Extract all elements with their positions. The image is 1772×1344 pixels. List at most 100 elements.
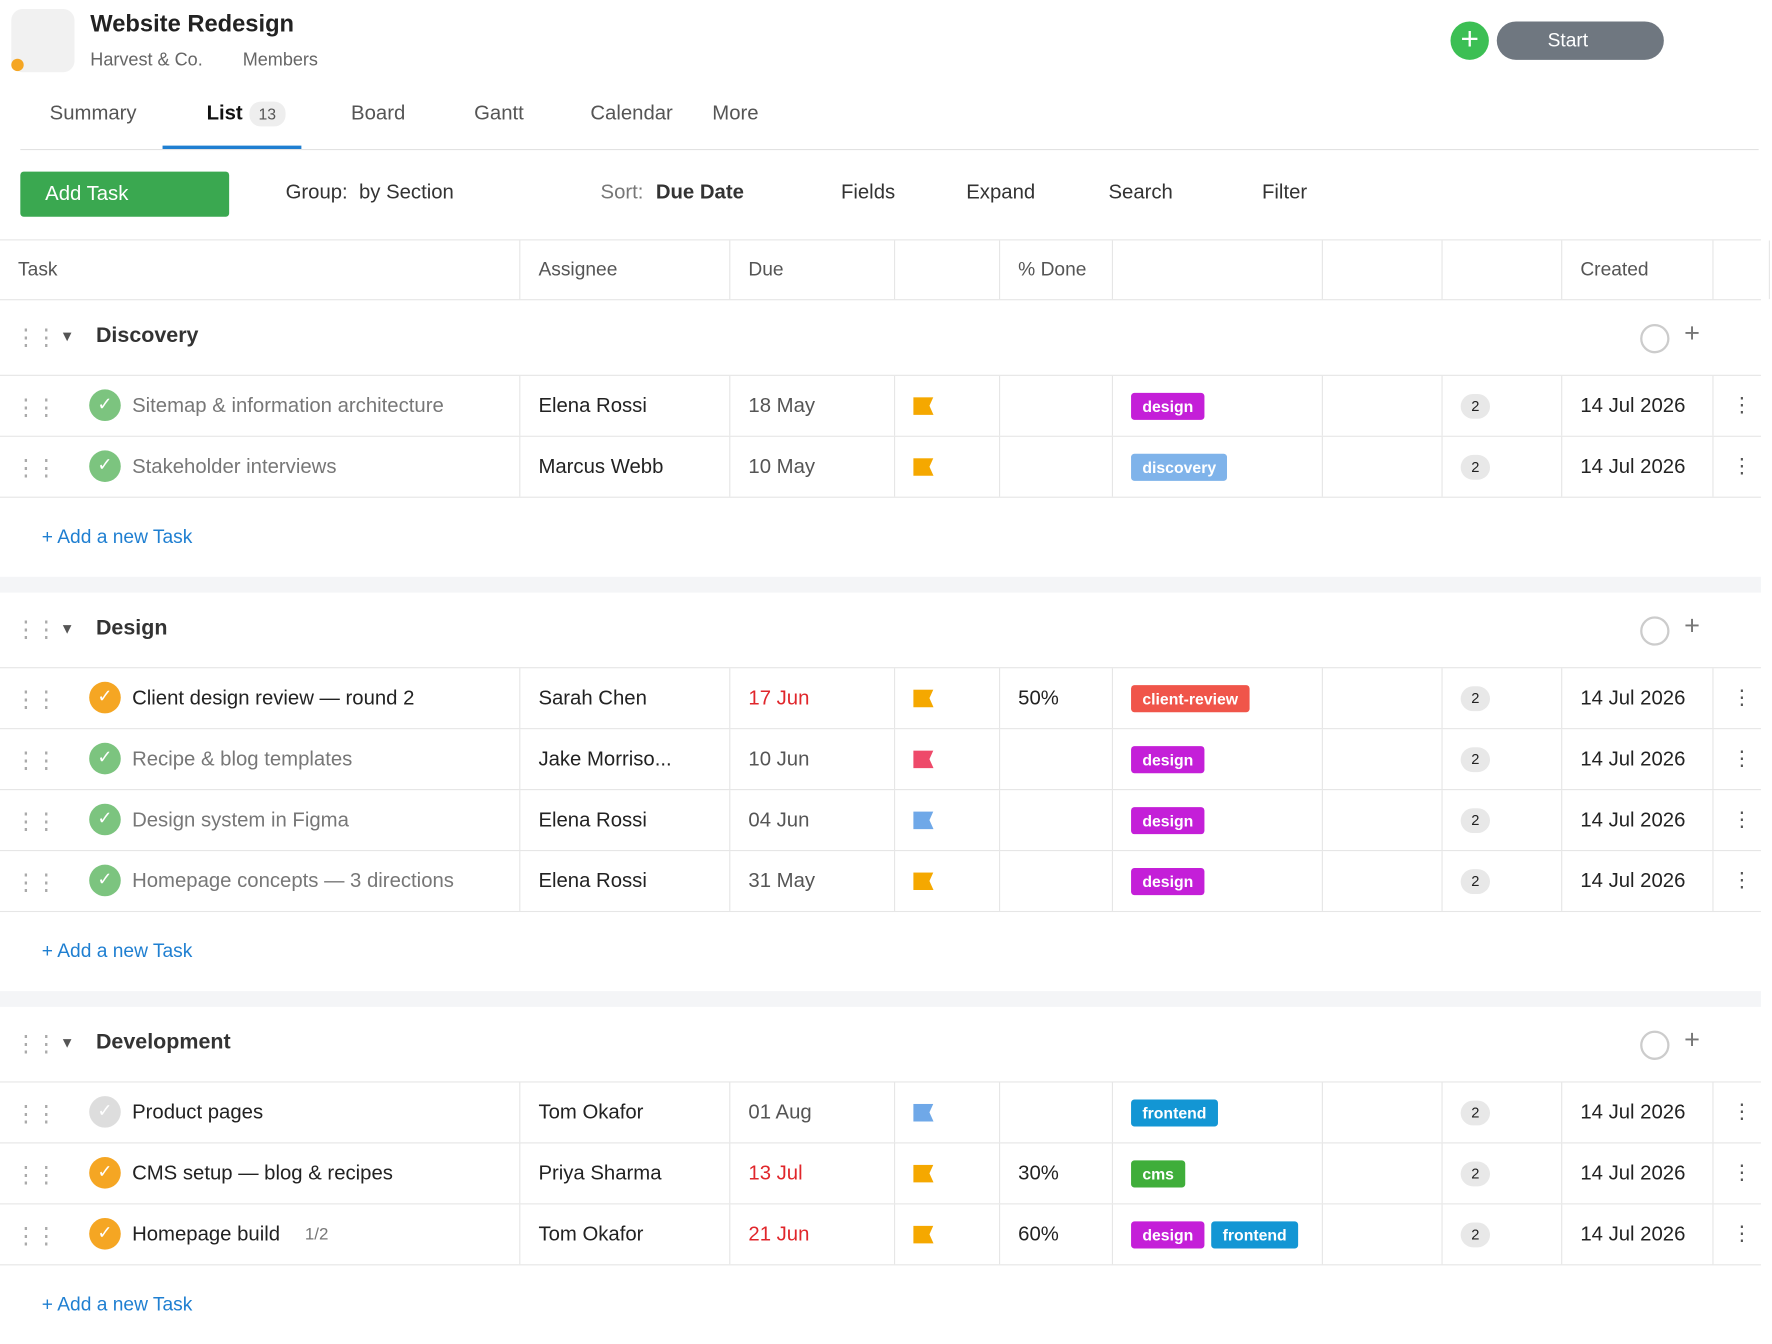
status-check[interactable]: ✓ (89, 1217, 121, 1250)
priority-flag (913, 871, 934, 891)
drag-handle: ⋮⋮ (14, 687, 58, 713)
tag: frontend (1131, 1098, 1218, 1126)
status-check[interactable]: ✓ (89, 742, 121, 775)
tags: design (1113, 790, 1323, 850)
task-name[interactable]: Stakeholder interviews (132, 454, 337, 478)
status-check[interactable]: ✓ (89, 803, 121, 836)
status-check[interactable]: ✓ (89, 1096, 121, 1128)
percent-done: 60% (1000, 1204, 1113, 1265)
assignee: Elena Rossi (520, 790, 731, 850)
section-add[interactable]: + (1684, 1024, 1700, 1056)
task-name[interactable]: Sitemap & information architecture (132, 393, 444, 417)
tags: client-review (1113, 668, 1323, 729)
collapse-toggle[interactable]: ▼ (59, 327, 75, 345)
section-status (1640, 616, 1670, 646)
tab[interactable]: Board (351, 101, 406, 125)
row-menu[interactable]: ⋮ (1731, 869, 1752, 892)
task-name[interactable]: CMS setup — blog & recipes (132, 1161, 393, 1185)
column-header (1113, 240, 1323, 300)
created: 14 Jul 2026 (1562, 375, 1714, 436)
priority-flag (913, 811, 934, 830)
task-name[interactable]: Design system in Figma (132, 808, 349, 831)
status-check[interactable]: ✓ (89, 864, 121, 897)
assignee: Tom Okafor (520, 1204, 731, 1265)
recurrence (1323, 1143, 1443, 1204)
tab[interactable]: Calendar (590, 101, 673, 125)
row-menu[interactable]: ⋮ (1731, 1222, 1752, 1246)
row-menu[interactable]: ⋮ (1731, 454, 1752, 478)
task-name[interactable]: Homepage build (132, 1222, 281, 1246)
comment-count[interactable]: 2 (1460, 1221, 1491, 1247)
add-task-link[interactable]: + Add a new Task (41, 1293, 193, 1316)
task-name[interactable]: Homepage concepts — 3 directions (132, 869, 454, 892)
row-menu[interactable]: ⋮ (1731, 1100, 1752, 1124)
collapse-toggle[interactable]: ▼ (59, 619, 75, 637)
status-check[interactable]: ✓ (89, 450, 121, 482)
comment-count[interactable]: 2 (1460, 1100, 1491, 1125)
start[interactable]: Start (1547, 29, 1589, 51)
collapse-toggle[interactable]: ▼ (59, 1033, 75, 1051)
comment-count[interactable]: 2 (1460, 746, 1491, 772)
comments: 2 (1443, 1082, 1563, 1143)
row-menu[interactable]: ⋮ (1731, 1161, 1752, 1185)
status-check[interactable]: ✓ (89, 681, 121, 714)
percent-done (1000, 375, 1113, 436)
flag-cell (895, 1082, 1001, 1143)
add-task-link[interactable]: + Add a new Task (41, 526, 193, 548)
column-header (895, 240, 1001, 300)
tab[interactable]: Summary (49, 101, 137, 125)
section-gap (0, 576, 1761, 593)
comments: 2 (1443, 729, 1563, 790)
add-button[interactable]: + (1450, 21, 1489, 60)
row-menu[interactable]: ⋮ (1731, 393, 1752, 417)
filter[interactable]: Filter (1261, 180, 1308, 204)
add-task-btn[interactable] (20, 171, 230, 217)
group-label[interactable]: Group: (285, 180, 348, 204)
fields[interactable]: Fields (840, 180, 896, 204)
sort-label[interactable]: Sort: (600, 180, 644, 204)
status-check[interactable]: ✓ (89, 389, 121, 422)
status-dot (11, 58, 24, 72)
tab[interactable]: Gantt (474, 101, 524, 125)
comment-count[interactable]: 2 (1460, 1160, 1491, 1186)
tab[interactable]: List (206, 101, 243, 125)
task-row: ⋮⋮ ✓ Homepage concepts — 3 directions Elena… (0, 851, 1761, 913)
comment-count[interactable]: 2 (1460, 868, 1491, 894)
comment-count[interactable]: 2 (1460, 685, 1491, 711)
row-menu[interactable]: ⋮ (1731, 686, 1752, 709)
tag: design (1131, 1220, 1205, 1248)
add-task-link[interactable]: + Add a new Task (41, 940, 193, 962)
task-name[interactable]: Recipe & blog templates (132, 747, 353, 770)
task-row: ⋮⋮ ✓ Stakeholder interviews Marcus Webb 10 M… (0, 436, 1761, 498)
recurrence (1323, 436, 1443, 497)
search[interactable]: Search (1108, 180, 1173, 204)
row-menu[interactable]: ⋮ (1731, 808, 1752, 831)
tab[interactable]: More (712, 101, 759, 125)
comment-count[interactable]: 2 (1460, 454, 1491, 480)
due-date: 10 Jun (730, 729, 896, 790)
section-add[interactable]: + (1684, 610, 1700, 642)
comment-count[interactable]: 2 (1460, 807, 1491, 833)
timer[interactable] (1496, 21, 1664, 60)
section-add[interactable]: + (1684, 318, 1700, 349)
sort-value[interactable]: Due Date (655, 180, 744, 204)
comment-count[interactable]: 2 (1460, 393, 1491, 419)
percent-done: 50% (1000, 668, 1113, 729)
task-row: ⋮⋮ ✓ Recipe & blog templates Jake Morriso..… (0, 729, 1761, 791)
task-row: ⋮⋮ ✓ Client design review — round 2 Sarah C… (0, 668, 1761, 730)
task-name[interactable]: Client design review — round 2 (132, 686, 415, 709)
expand[interactable]: Expand (966, 180, 1036, 204)
add-task-label[interactable]: Add Task (45, 181, 129, 205)
flag-cell (895, 436, 1001, 497)
assignee: Priya Sharma (520, 1143, 731, 1204)
members[interactable]: Members (242, 50, 318, 70)
row-menu[interactable]: ⋮ (1731, 747, 1752, 770)
task-cell: ⋮⋮ ✓ Homepage concepts — 3 directions (0, 851, 521, 911)
status-check[interactable]: ✓ (89, 1157, 121, 1189)
group-value[interactable]: by Section (358, 180, 454, 204)
task-name[interactable]: Product pages (132, 1100, 264, 1124)
due-date: 21 Jun (730, 1204, 896, 1265)
flag-cell (895, 790, 1001, 850)
task-cell: ⋮⋮ ✓ Design system in Figma (0, 790, 521, 850)
tab-count: 13 (249, 101, 286, 127)
